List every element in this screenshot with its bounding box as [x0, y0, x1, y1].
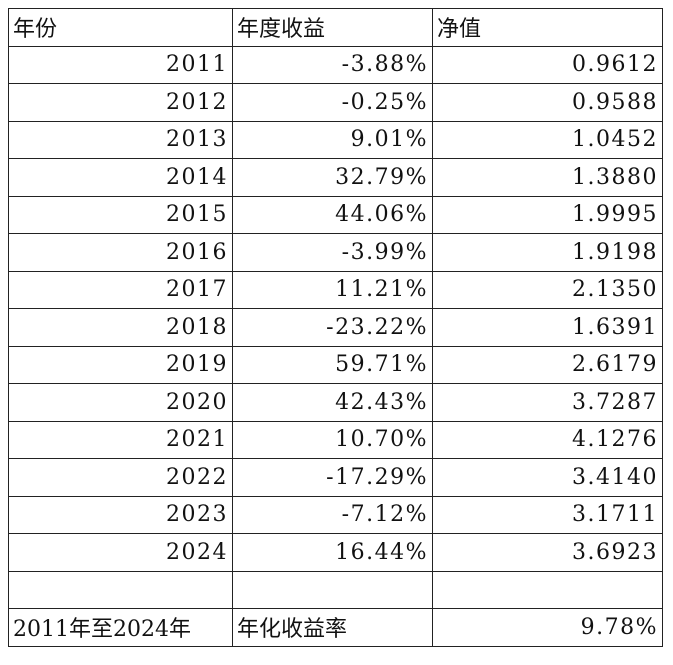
data-row: 2015 44.06% 1.9995	[8, 195, 663, 234]
returns-table: 年份 年度收益 净值 2011 -3.88% 0.9612 2012 -0.25% 0.9588…	[8, 8, 663, 647]
year-cell: 2022	[8, 458, 233, 497]
year-cell: 2013	[8, 120, 233, 159]
data-row: 2023 -7.12% 3.1711	[8, 495, 663, 534]
return-cell: 16.44%	[232, 533, 433, 572]
return-cell: -3.99%	[232, 233, 433, 272]
data-row: 2013 9.01% 1.0452	[8, 120, 663, 159]
year-cell: 2015	[8, 195, 233, 234]
year-cell: 2019	[8, 345, 233, 384]
data-row: 2024 16.44% 3.6923	[8, 533, 663, 572]
nav-cell: 1.3880	[432, 158, 663, 197]
empty-cell	[232, 570, 433, 609]
return-cell: 10.70%	[232, 420, 433, 459]
return-cell: 44.06%	[232, 195, 433, 234]
nav-cell: 3.1711	[432, 495, 663, 534]
year-cell: 2017	[8, 270, 233, 309]
data-row: 2016 -3.99% 1.9198	[8, 233, 663, 272]
data-row: 2021 10.70% 4.1276	[8, 420, 663, 459]
empty-cell	[432, 570, 663, 609]
nav-cell: 1.9198	[432, 233, 663, 272]
summary-row: 2011年至2024年 年化收益率 9.78%	[8, 608, 663, 647]
nav-cell: 3.6923	[432, 533, 663, 572]
year-cell: 2016	[8, 233, 233, 272]
nav-cell: 2.1350	[432, 270, 663, 309]
data-row: 2020 42.43% 3.7287	[8, 383, 663, 422]
return-cell: -23.22%	[232, 308, 433, 347]
nav-cell: 1.6391	[432, 308, 663, 347]
empty-cell	[8, 570, 233, 609]
return-cell: 32.79%	[232, 158, 433, 197]
return-cell: 59.71%	[232, 345, 433, 384]
data-row: 2019 59.71% 2.6179	[8, 345, 663, 384]
year-cell: 2014	[8, 158, 233, 197]
year-cell: 2024	[8, 533, 233, 572]
nav-cell: 3.4140	[432, 458, 663, 497]
data-row: 2017 11.21% 2.1350	[8, 270, 663, 309]
return-cell: -7.12%	[232, 495, 433, 534]
nav-cell: 3.7287	[432, 383, 663, 422]
return-cell: -17.29%	[232, 458, 433, 497]
header-cell: 净值	[432, 8, 663, 47]
data-row: 2011 -3.88% 0.9612	[8, 45, 663, 84]
return-cell: 11.21%	[232, 270, 433, 309]
return-cell: 42.43%	[232, 383, 433, 422]
return-cell: 9.01%	[232, 120, 433, 159]
year-cell: 2018	[8, 308, 233, 347]
nav-cell: 4.1276	[432, 420, 663, 459]
data-row: 2022 -17.29% 3.4140	[8, 458, 663, 497]
return-cell: -0.25%	[232, 83, 433, 122]
header-row: 年份 年度收益 净值	[8, 8, 663, 47]
header-cell: 年度收益	[232, 8, 433, 47]
nav-cell: 0.9612	[432, 45, 663, 84]
return-cell: -3.88%	[232, 45, 433, 84]
summary-label: 2011年至2024年	[8, 608, 233, 647]
nav-cell: 0.9588	[432, 83, 663, 122]
summary-label: 年化收益率	[232, 608, 433, 647]
summary-value: 9.78%	[432, 608, 663, 647]
nav-cell: 1.9995	[432, 195, 663, 234]
year-cell: 2012	[8, 83, 233, 122]
nav-cell: 2.6179	[432, 345, 663, 384]
data-row: 2014 32.79% 1.3880	[8, 158, 663, 197]
year-cell: 2020	[8, 383, 233, 422]
header-cell: 年份	[8, 8, 233, 47]
year-cell: 2023	[8, 495, 233, 534]
empty-row	[8, 570, 663, 609]
year-cell: 2021	[8, 420, 233, 459]
data-row: 2012 -0.25% 0.9588	[8, 83, 663, 122]
year-cell: 2011	[8, 45, 233, 84]
data-row: 2018 -23.22% 1.6391	[8, 308, 663, 347]
nav-cell: 1.0452	[432, 120, 663, 159]
